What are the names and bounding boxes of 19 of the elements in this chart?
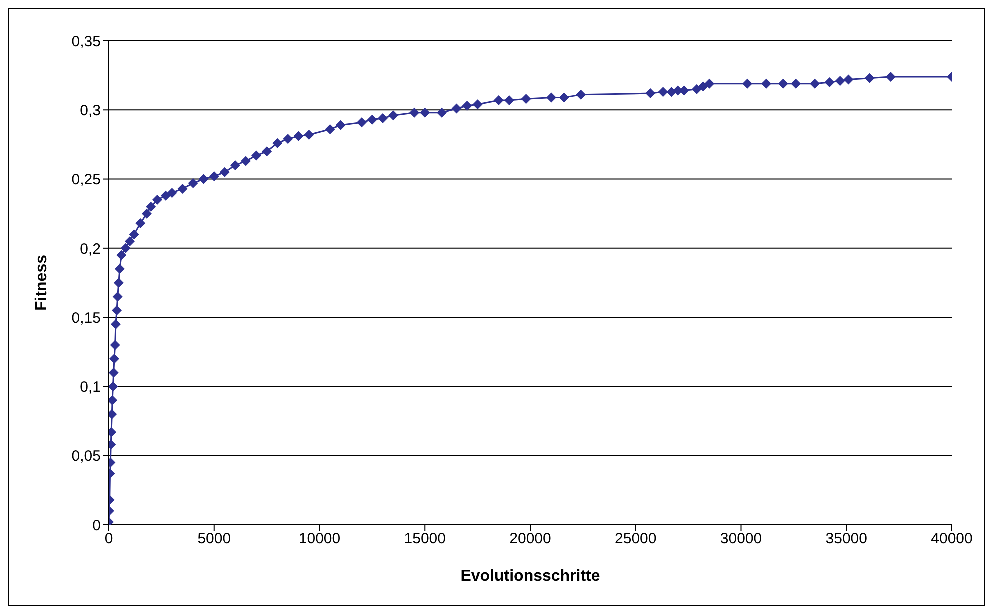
y-tick-label: 0,35 — [72, 33, 101, 50]
x-tick-label: 5000 — [198, 530, 232, 548]
y-tick-label: 0,3 — [80, 102, 101, 120]
x-tick-label: 25000 — [615, 530, 657, 548]
y-tick-label: 0,05 — [72, 448, 101, 466]
y-tick-label: 0,2 — [80, 240, 101, 258]
y-axis-title: Fitness — [34, 254, 51, 312]
y-tick-label: 0,15 — [72, 310, 101, 327]
x-tick-label: 15000 — [404, 530, 446, 548]
x-tick-label: 40000 — [931, 530, 973, 548]
y-tick-label: 0,1 — [80, 379, 101, 396]
x-axis-title: Evolutionsschritte — [460, 568, 600, 585]
x-tick-label: 10000 — [298, 530, 341, 548]
x-tick-label: 0 — [104, 530, 114, 548]
y-tick-label: 0,25 — [72, 172, 101, 189]
x-tick-label: 20000 — [510, 530, 552, 548]
y-tick-label: 0 — [92, 517, 101, 534]
x-tick-label: 30000 — [720, 530, 762, 548]
x-tick-label: 35000 — [826, 530, 868, 548]
